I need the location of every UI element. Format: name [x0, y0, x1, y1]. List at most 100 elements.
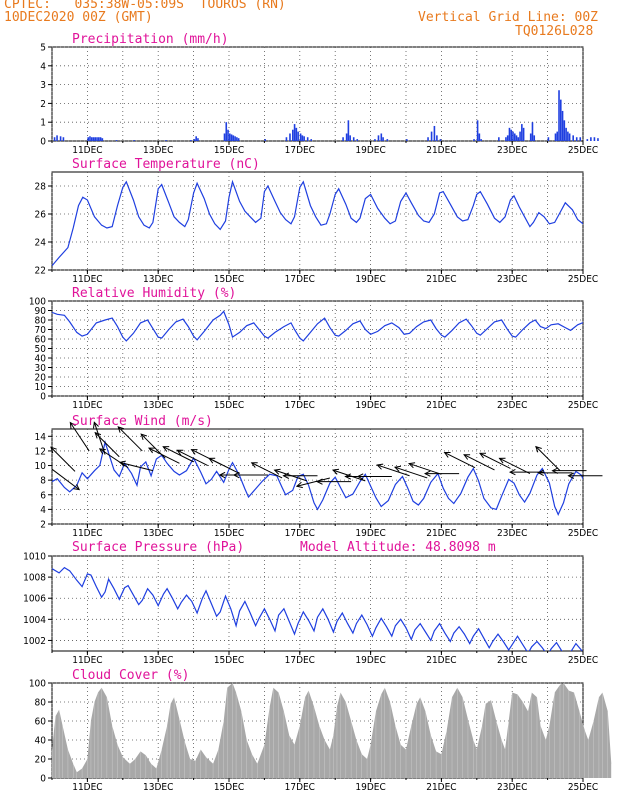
precip-bar [297, 131, 299, 141]
rh-xtick-label: 23DEC [497, 400, 527, 411]
rh-xtick-label: 11DEC [72, 400, 102, 411]
precip-bar [101, 138, 104, 141]
wind-vector-shaft [479, 452, 511, 469]
wind-vector-head [50, 446, 57, 454]
precip-bar [572, 135, 574, 141]
header-station: CPTEC: 035:38W-05:09S TOUROS (RN) [4, 0, 286, 12]
cloud-xtick-label: 23DEC [497, 782, 527, 793]
pressure-xtick-label: 17DEC [285, 655, 315, 666]
precip-bar [476, 120, 479, 141]
precip-bar [506, 135, 509, 141]
precip-bar [289, 133, 291, 141]
precip-bar [380, 133, 383, 141]
precip-xtick-label: 17DEC [285, 145, 315, 156]
precip-ytick-label: 4 [40, 61, 46, 72]
precip-bar [521, 124, 523, 141]
wind-xtick-label: 19DEC [355, 528, 385, 539]
precip-bar [517, 137, 520, 141]
rh-xtick-label: 21DEC [426, 400, 456, 411]
wind-ytick-label: 10 [35, 461, 47, 472]
wind-vector-head [273, 468, 281, 475]
precip-bar [230, 134, 233, 141]
precip-bar [193, 139, 196, 141]
wind-vector-head [117, 426, 125, 433]
header-date: 10DEC2020 00Z (GMT) [4, 10, 153, 25]
precip-bar [292, 129, 294, 141]
precip-bar [227, 129, 229, 141]
precip-bar [519, 131, 521, 141]
precip-xtick-label: 21DEC [426, 145, 456, 156]
temp-xtick-label: 21DEC [426, 274, 456, 285]
precip-bar [579, 137, 582, 141]
cloud-xtick-label: 13DEC [143, 782, 173, 793]
precip-bar [575, 137, 578, 141]
precip-bar [568, 133, 571, 141]
wind-vector-head [508, 468, 516, 476]
wind-vector-head [537, 469, 544, 477]
rh-title: Relative Humidity (%) [72, 286, 236, 301]
precip-bar [342, 137, 344, 141]
cloud-ytick-label: 20 [35, 755, 47, 766]
precip-bar [165, 140, 167, 141]
rh-ytick-label: 70 [35, 325, 47, 336]
temp-ytick-label: 24 [35, 238, 47, 249]
cloud-ytick-label: 80 [35, 698, 47, 709]
wind-vector-shaft [177, 449, 208, 466]
pressure-ytick-label: 1002 [23, 636, 46, 647]
wind-vector-head [190, 449, 198, 455]
wind-vector-shaft [119, 461, 154, 472]
wind-vector-shaft [162, 446, 194, 463]
rh-ytick-label: 50 [35, 344, 47, 355]
wind-vector-head [344, 473, 352, 480]
wind-vector-head [148, 447, 155, 454]
wind-vector-shaft [50, 446, 76, 472]
precip-bar [531, 122, 534, 141]
wind-vector-shaft [394, 466, 428, 479]
wind-ytick-label: 14 [35, 432, 47, 443]
wind-vector-head [118, 460, 126, 467]
precip-bar [195, 136, 197, 141]
precip-xtick-label: 11DEC [72, 145, 102, 156]
precip-bar [586, 139, 589, 141]
precip-bar [554, 133, 557, 141]
rh-xtick-label: 25DEC [568, 400, 598, 411]
wind-vector-shaft [51, 468, 80, 490]
precip-bar [310, 139, 313, 141]
precip-bar [505, 137, 507, 141]
wind-xtick-label: 17DEC [285, 528, 315, 539]
cloud-xtick-label: 17DEC [285, 782, 315, 793]
precip-bar [356, 139, 359, 141]
temp-line [52, 179, 583, 267]
precip-bar [115, 140, 118, 141]
wind-ytick-label: 12 [35, 446, 46, 457]
precip-bar [563, 120, 566, 141]
precip-bar [96, 137, 98, 141]
precip-bar [436, 135, 438, 141]
precip-ytick-label: 5 [40, 43, 46, 54]
wind-vector-head [98, 448, 106, 455]
wind-vector-head [162, 446, 170, 452]
precip-bar [529, 133, 532, 141]
temp-xtick-label: 11DEC [72, 274, 102, 285]
precip-bar [299, 133, 302, 141]
temp-xtick-label: 19DEC [355, 274, 385, 285]
rh-xtick-label: 19DEC [355, 400, 385, 411]
precip-bar [374, 139, 376, 141]
wind-vector-head [331, 468, 340, 475]
temp-ytick-label: 28 [35, 182, 47, 193]
precip-bar [561, 110, 564, 141]
temp-ytick-label: 22 [35, 266, 46, 277]
wind-vector-head [463, 454, 471, 460]
precip-bar [264, 139, 266, 141]
pressure-xtick-label: 15DEC [214, 655, 244, 666]
precip-bar [567, 131, 569, 141]
wind-vector-shaft [69, 422, 90, 452]
precip-bar [377, 135, 380, 141]
precip-bar [382, 137, 384, 141]
precip-bar [349, 135, 351, 141]
header-grid-note: Vertical Grid Line: 00Z [418, 10, 599, 25]
precip-bar [556, 131, 559, 141]
precip-bar [56, 135, 58, 141]
wind-vector-shaft [251, 462, 283, 479]
